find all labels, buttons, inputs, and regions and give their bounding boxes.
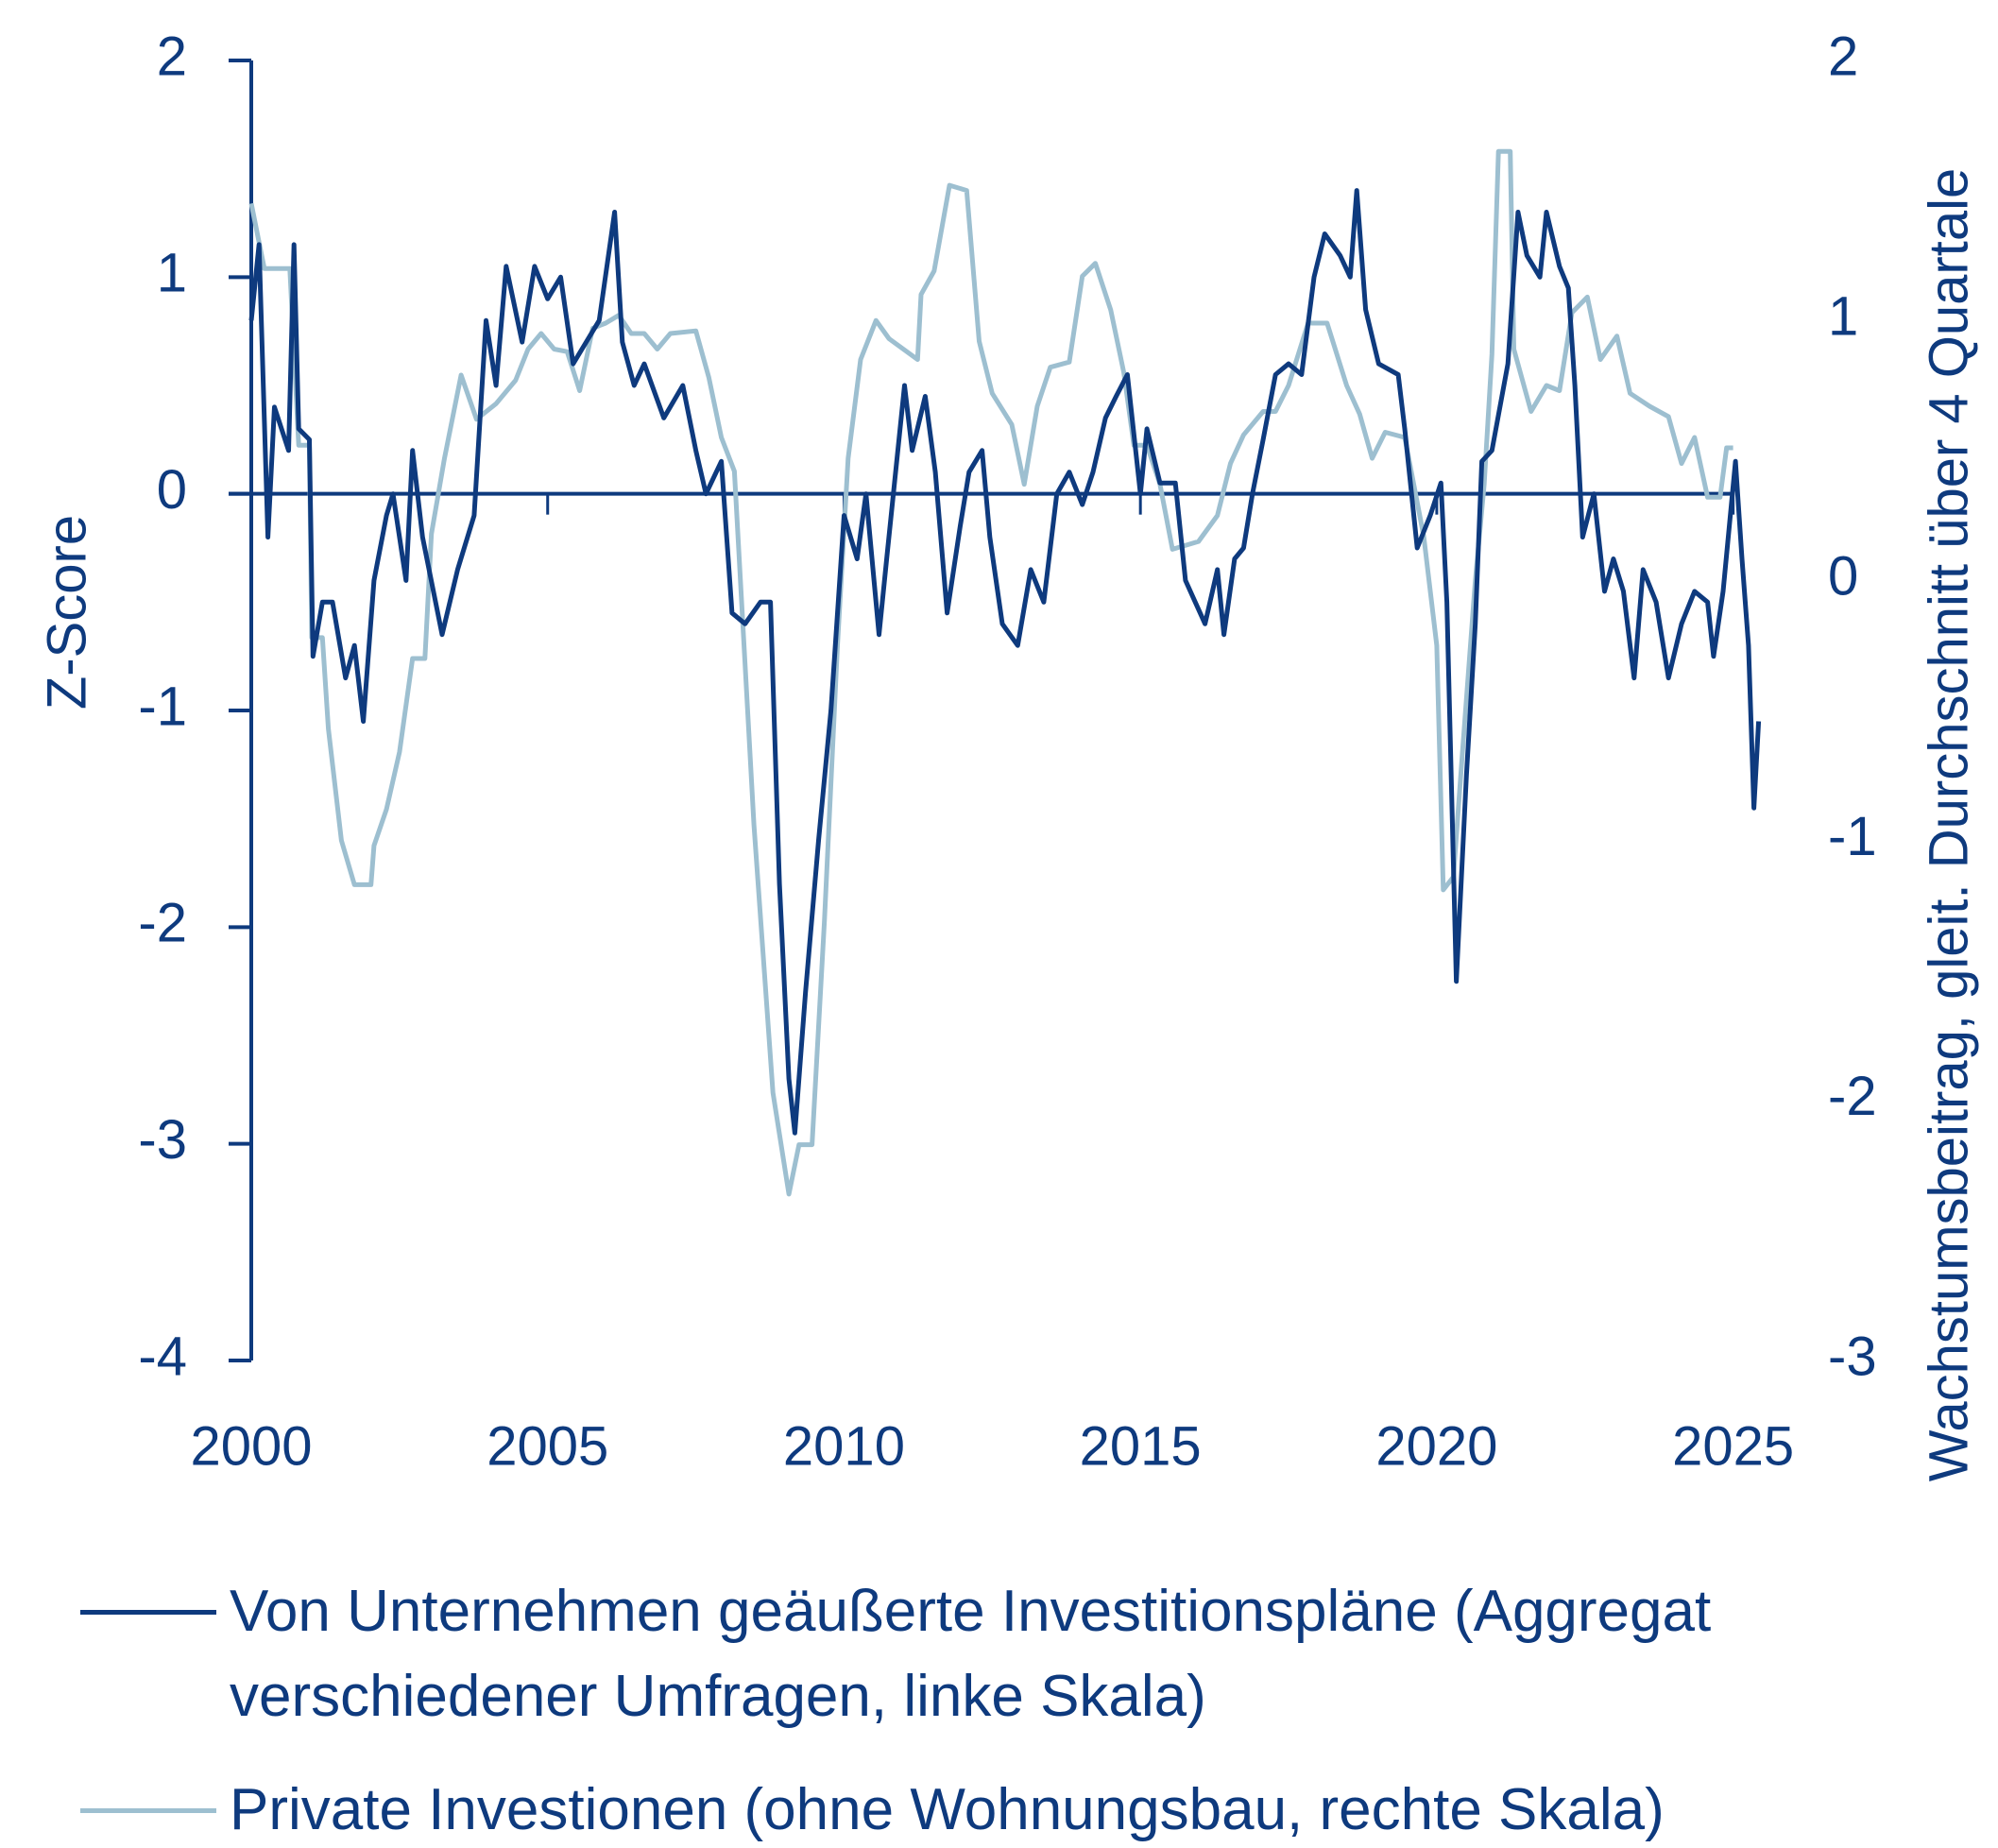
legend-label: Private Investionen (ohne Wohnungsbau, r… xyxy=(230,1777,1665,1842)
y-tick-label: -4 xyxy=(138,1326,187,1387)
x-tick-label: 2020 xyxy=(1375,1415,1497,1477)
x-tick-label: 2025 xyxy=(1672,1415,1794,1477)
legend-swatch xyxy=(80,1808,216,1813)
legend-swatch xyxy=(80,1610,216,1615)
y2-tick-label: -1 xyxy=(1828,806,1877,867)
y2-tick-label: -3 xyxy=(1828,1326,1877,1387)
y2-tick-label: 2 xyxy=(1828,26,1858,87)
y-tick-label: 0 xyxy=(157,459,187,521)
y-axis-label: Z-Score xyxy=(36,515,97,710)
y2-tick-label: 0 xyxy=(1828,546,1858,607)
y-tick-label: -3 xyxy=(138,1109,187,1171)
y-tick-label: 2 xyxy=(157,26,187,87)
series-line xyxy=(248,188,1762,1136)
legend-label: Von Unternehmen geäußerte Investitionspl… xyxy=(230,1579,1712,1729)
x-tick-label: 2005 xyxy=(487,1415,608,1477)
y2-tick-label: -2 xyxy=(1828,1066,1877,1127)
x-tick-label: 2010 xyxy=(783,1415,905,1477)
y-tick-label: 1 xyxy=(157,243,187,304)
y2-axis-label: Wachstumsbeitrag, gleit. Durchschnitt üb… xyxy=(1918,168,1979,1481)
y2-tick-label: 1 xyxy=(1828,286,1858,348)
x-tick-label: 2015 xyxy=(1080,1415,1202,1477)
series-line xyxy=(248,148,1733,1197)
chart: Z-Score Wachstumsbeitrag, gleit. Durchsc… xyxy=(36,26,1979,1481)
y-tick-label: -2 xyxy=(138,893,187,954)
y-tick-label: -1 xyxy=(138,676,187,737)
x-tick-label: 2000 xyxy=(190,1415,312,1477)
